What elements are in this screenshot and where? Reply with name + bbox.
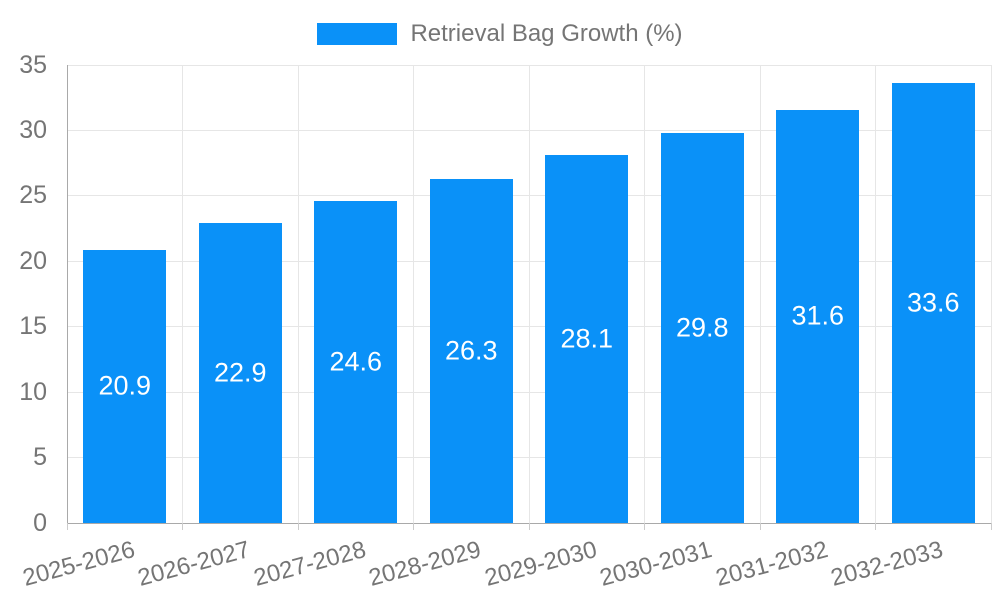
bar-value-label: 24.6 (329, 346, 383, 377)
x-tick-label: 2031-2032 (712, 536, 831, 592)
v-gridline (182, 65, 183, 523)
axis-tick (413, 523, 414, 530)
y-tick-label: 10 (19, 377, 47, 406)
bar: 26.3 (429, 178, 513, 523)
axis-tick (528, 523, 530, 530)
bar-value-label: 29.8 (675, 312, 729, 343)
bar: 31.6 (776, 109, 860, 523)
y-tick-label: 25 (19, 181, 47, 210)
v-gridline (990, 65, 992, 523)
bar-value-label: 22.9 (213, 357, 267, 388)
bar: 24.6 (314, 201, 398, 523)
y-tick-label: 30 (19, 115, 47, 144)
y-tick-label: 15 (19, 312, 47, 341)
bar-value-label: 28.1 (560, 323, 614, 354)
y-axis-line (66, 65, 68, 523)
x-tick-label: 2032-2033 (828, 536, 947, 592)
bar-value-label: 26.3 (444, 335, 498, 366)
x-tick-label: 2027-2028 (250, 536, 369, 592)
v-gridline (528, 65, 530, 523)
bar-value-label: 20.9 (98, 370, 152, 401)
y-tick-label: 0 (33, 508, 47, 537)
v-gridline (413, 65, 414, 523)
y-tick-label: 20 (19, 246, 47, 275)
x-tick-label: 2029-2030 (481, 536, 600, 592)
axis-tick (66, 523, 68, 530)
v-gridline (644, 65, 645, 523)
y-tick-label: 5 (33, 443, 47, 472)
x-tick-label: 2028-2029 (366, 536, 485, 592)
bar: 20.9 (83, 249, 167, 523)
axis-tick (990, 523, 992, 530)
plot-area: 20.9 22.9 24.6 26.3 28.1 29.8 31.6 33.6 (66, 64, 992, 524)
axis-tick (297, 523, 299, 530)
legend: Retrieval Bag Growth (%) (0, 20, 1000, 48)
axis-tick (182, 523, 183, 530)
legend-swatch (317, 23, 398, 45)
x-tick-label: 2026-2027 (135, 536, 254, 592)
axis-tick (759, 523, 761, 530)
x-tick-label: 2025-2026 (19, 536, 138, 592)
axis-tick (875, 523, 876, 530)
axis-tick (644, 523, 645, 530)
bar: 28.1 (545, 155, 629, 523)
v-gridline (297, 65, 299, 523)
legend-label: Retrieval Bag Growth (%) (410, 20, 683, 47)
bar-value-label: 31.6 (791, 300, 845, 331)
v-gridline (875, 65, 876, 523)
bar: 29.8 (660, 133, 744, 523)
bar-value-label: 33.6 (906, 287, 960, 318)
bar: 33.6 (891, 83, 975, 523)
v-gridline (759, 65, 761, 523)
bar: 22.9 (198, 223, 282, 523)
y-tick-label: 35 (19, 50, 47, 79)
x-tick-label: 2030-2031 (597, 536, 716, 592)
